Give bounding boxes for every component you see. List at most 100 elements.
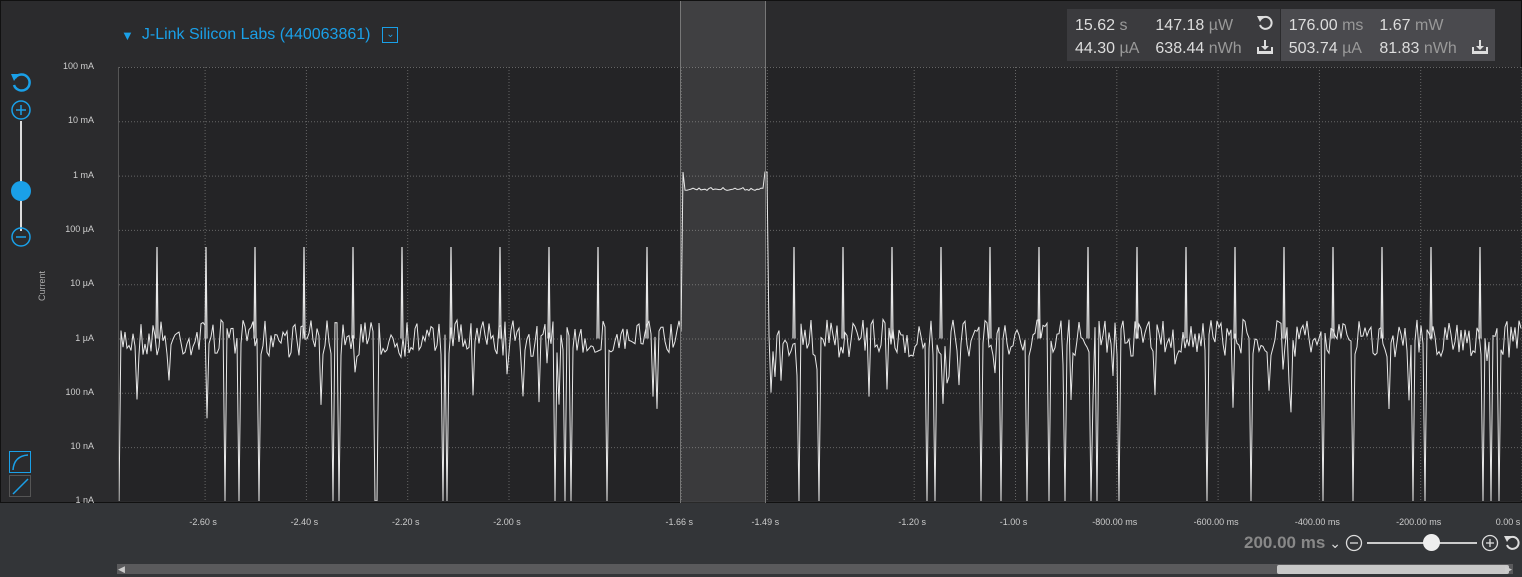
reset-y-zoom-icon[interactable]: [9, 71, 33, 95]
current-spike: [1478, 246, 1482, 339]
zoom-in-icon[interactable]: [1481, 534, 1499, 552]
zoom-out-icon[interactable]: [10, 226, 32, 248]
x-tick-label: -800.00 ms: [1092, 517, 1138, 527]
current-spike: [253, 246, 257, 339]
y-tick-label: 100 µA: [65, 223, 94, 234]
y-zoom-slider[interactable]: [20, 121, 22, 231]
current-spike: [841, 246, 845, 339]
device-selector[interactable]: ▼ J-Link Silicon Labs (440063861) ⌄: [121, 26, 399, 44]
scroll-left-icon[interactable]: ◀: [118, 564, 125, 574]
selection-stats: 176.00 ms 503.74 µA 1.67 mW 81.83 nWh: [1280, 9, 1496, 61]
reset-icon[interactable]: [1256, 14, 1274, 32]
scrollbar-thumb[interactable]: [1277, 565, 1509, 574]
reset-time-zoom-icon[interactable]: [1503, 534, 1521, 552]
x-tick-label: -2.60 s: [189, 517, 217, 527]
stats-panel: 15.62 s 44.30 µA 147.18 µW 638.44 nWh 17…: [1067, 9, 1496, 61]
window-avg-current: 44.30: [1075, 40, 1116, 57]
x-tick-label: -1.49 s: [751, 517, 780, 527]
current-spike: [400, 246, 404, 339]
y-axis-title: Current: [37, 270, 48, 302]
zoom-in-icon[interactable]: [10, 99, 32, 121]
download-selection-icon[interactable]: [1471, 38, 1489, 56]
y-tick-label: 1 nA: [75, 495, 94, 506]
current-spike: [449, 246, 453, 339]
current-spike: [547, 246, 551, 339]
time-window-control: 200.00 ms ⌄: [1244, 533, 1521, 553]
y-tick-label: 1 mA: [72, 169, 94, 180]
current-spike: [1233, 246, 1237, 339]
x-tick-label: 0.00 s: [1495, 517, 1521, 527]
zoom-out-icon[interactable]: [1345, 534, 1363, 552]
current-spike: [1282, 246, 1286, 339]
x-tick-label: -2.00 s: [493, 517, 521, 527]
x-tick-label: -2.20 s: [391, 517, 420, 527]
x-tick-label: -1.20 s: [898, 517, 926, 527]
current-spike: [645, 246, 649, 339]
selection-power: 1.67: [1379, 17, 1411, 34]
time-zoom-slider[interactable]: [1367, 534, 1478, 551]
scroll-right-icon[interactable]: ▶: [1505, 564, 1512, 574]
expand-triangle-icon[interactable]: ▼: [121, 27, 134, 43]
x-tick-label: -200.00 ms: [1396, 517, 1442, 527]
time-zoom-handle[interactable]: [1423, 534, 1441, 551]
x-tick-label: -1.66 s: [665, 517, 693, 527]
download-icon[interactable]: [1256, 38, 1274, 56]
chevron-down-icon[interactable]: ⌄: [382, 27, 399, 43]
selection-energy: 81.83: [1379, 40, 1420, 57]
current-spike: [204, 246, 208, 339]
linear-scale-button[interactable]: [9, 475, 31, 497]
current-spike: [1184, 246, 1188, 339]
y-axis: 100 mA 10 mA 1 mA 100 µA 10 µA 1 µA 100 nA 10 n…: [1, 1, 118, 506]
current-spike: [1086, 246, 1090, 339]
device-name: J-Link Silicon Labs (440063861): [141, 26, 371, 43]
y-tick-label: 1 µA: [75, 332, 94, 343]
current-spike: [1331, 246, 1335, 339]
window-duration: 15.62: [1075, 17, 1116, 34]
window-duration-unit: s: [1119, 17, 1128, 34]
current-spike: [302, 246, 306, 339]
window-stats: 15.62 s 44.30 µA 147.18 µW 638.44 nWh: [1067, 9, 1281, 61]
selection-energy-unit: nWh: [1423, 40, 1457, 57]
x-tick-label: -1.00 s: [999, 517, 1028, 527]
current-spike: [1380, 246, 1384, 339]
current-spike: [792, 246, 796, 339]
x-axis: -2.60 s -2.40 s -2.20 s -2.00 s -1.66 s -1.49…: [0, 503, 1522, 577]
window-power: 147.18: [1155, 17, 1205, 34]
selection-range[interactable]: [680, 1, 767, 504]
time-window-label[interactable]: 200.00 ms: [1244, 533, 1326, 552]
chart-panel: 100 mA 10 mA 1 mA 100 µA 10 µA 1 µA 100 nA 10 n…: [0, 0, 1522, 506]
current-spike: [1135, 246, 1139, 339]
x-tick-label: -600.00 ms: [1193, 517, 1239, 527]
current-spike: [890, 246, 894, 339]
y-tick-label: 100 nA: [65, 386, 94, 397]
window-power-unit: µW: [1208, 17, 1234, 34]
log-scale-button[interactable]: [9, 451, 31, 473]
scale-mode-buttons: [9, 451, 31, 499]
y-zoom-slider-handle[interactable]: [11, 181, 31, 201]
current-spike: [1037, 246, 1041, 339]
selection-avg-current: 503.74: [1288, 40, 1338, 57]
y-tick-label: 10 nA: [70, 441, 94, 452]
window-avg-current-unit: µA: [1119, 40, 1140, 57]
x-tick-label: -2.40 s: [290, 517, 319, 527]
selection-power-unit: mW: [1415, 17, 1444, 34]
linear-line-icon: [12, 478, 29, 495]
horizontal-scrollbar[interactable]: ◀ ▶: [117, 564, 1513, 574]
selection-duration: 176.00: [1288, 17, 1338, 34]
current-spike: [988, 246, 992, 339]
current-spike: [351, 246, 355, 339]
current-spike: [596, 246, 600, 339]
current-spike: [939, 246, 943, 339]
current-spike: [498, 246, 502, 339]
y-tick-label: 100 mA: [62, 61, 94, 71]
x-tick-label: -400.00 ms: [1294, 517, 1340, 527]
y-zoom-controls: [9, 71, 33, 251]
y-tick-label: 10 mA: [67, 115, 94, 126]
chevron-down-icon[interactable]: ⌄: [1329, 534, 1342, 551]
log-curve-icon: [12, 454, 29, 471]
current-trace: [119, 171, 1522, 501]
current-plot[interactable]: [118, 67, 1522, 501]
window-energy-unit: nWh: [1208, 40, 1242, 57]
window-energy: 638.44: [1155, 40, 1205, 57]
y-tick-label: 10 µA: [70, 278, 94, 289]
